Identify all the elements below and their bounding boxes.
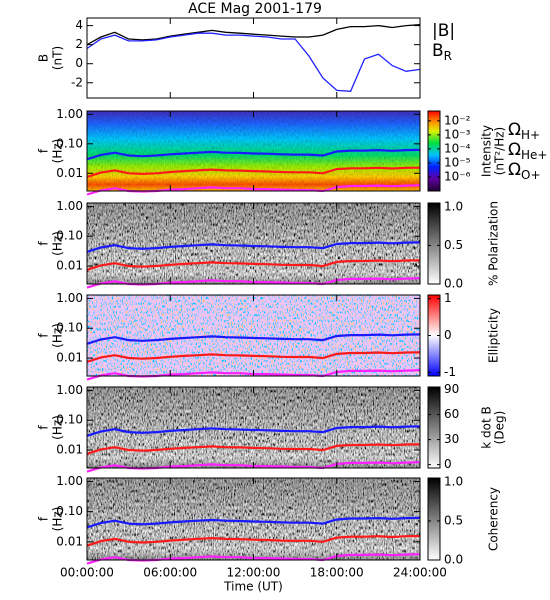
colorbar: [427, 110, 441, 192]
x-axis-label: Time (UT): [223, 580, 283, 594]
plot-frame: [86, 17, 421, 99]
y-tick-label: 0.10: [56, 229, 83, 243]
colorbar: [427, 386, 441, 469]
legend-subscript: H+: [521, 128, 540, 142]
colorbar-label: (nT²/Hz): [493, 127, 507, 175]
chart-title: ACE Mag 2001-179: [188, 1, 322, 17]
series-line: [86, 148, 421, 161]
colorbar-label: % Polarization: [487, 201, 501, 286]
colorbar-label: Intensity: [480, 125, 494, 177]
y-tick-label: 0: [75, 56, 83, 70]
colorbar-tick-label: 0.5: [444, 238, 463, 252]
colorbar-tick-label: 0.0: [444, 553, 463, 567]
colorbar-tick-label: 90: [444, 382, 459, 396]
y-axis-label: f: [37, 333, 51, 338]
y-tick-label: 0.01: [56, 166, 83, 180]
y-axis-label: (Hz): [51, 507, 65, 532]
colorbar-tick-label: 10⁻³: [444, 127, 471, 141]
y-axis-label: f: [37, 241, 51, 246]
y-tick-label: 0.01: [56, 259, 83, 273]
y-tick-label: 0.10: [56, 321, 83, 335]
y-tick-label: 1.00: [56, 199, 83, 213]
colorbar-tick-label: -1: [444, 365, 456, 379]
legend-entry: ΩO+: [508, 160, 541, 182]
colorbar: [427, 477, 441, 561]
legend-subscript: R: [444, 49, 452, 63]
y-axis-label: (Hz): [51, 323, 65, 348]
colorbar-label: Coherency: [487, 487, 501, 551]
colorbar-label: Ellipticity: [487, 308, 501, 363]
legend-name: Ω: [508, 160, 521, 180]
colorbar-tick-label: 10⁻⁶: [444, 169, 471, 183]
series-line: [86, 259, 421, 271]
series-line: [86, 425, 421, 437]
series-line: [86, 535, 421, 547]
colorbar-tick-label: 10⁻²: [444, 113, 471, 127]
colorbar-tick-label: 10⁻⁴: [444, 141, 471, 155]
y-tick-label: 0.10: [56, 413, 83, 427]
legend-name: |B|: [432, 21, 455, 41]
legend-entry: BR: [432, 41, 452, 63]
y-axis-label: B: [37, 54, 51, 62]
y-axis-label: (Hz): [51, 231, 65, 256]
legend-entry: ΩHe+: [508, 140, 547, 162]
colorbar-tick-label: 0: [444, 328, 452, 342]
y-axis-label: f: [37, 425, 51, 430]
colorbar-tick-label: 30: [444, 432, 459, 446]
series-line: [86, 443, 421, 455]
y-tick-label: 1.00: [56, 383, 83, 397]
legend-subscript: He+: [521, 148, 547, 162]
x-tick-label: 12:00:00: [227, 566, 281, 580]
y-tick-label: 1.00: [56, 291, 83, 305]
y-axis-label: f: [37, 148, 51, 153]
series-line: [86, 516, 421, 529]
y-tick-label: 0.01: [56, 351, 83, 365]
colorbar-tick-label: 0: [444, 457, 452, 471]
series-line: [86, 166, 421, 178]
y-tick-label: -2: [71, 75, 83, 89]
x-tick-label: 06:00:00: [143, 566, 197, 580]
y-tick-label: 0.10: [56, 136, 83, 150]
series-line: [86, 351, 421, 363]
colorbar-tick-label: 1.0: [444, 199, 463, 213]
y-tick-label: 0.10: [56, 504, 83, 518]
legend-subscript: O+: [521, 168, 541, 182]
y-tick-label: 2: [75, 37, 83, 51]
colorbar-tick-label: 60: [444, 407, 459, 421]
legend-name: Ω: [508, 140, 521, 160]
y-tick-label: 4: [75, 18, 83, 32]
y-tick-label: 1.00: [56, 474, 83, 488]
series-line: [86, 24, 421, 46]
y-axis-label: (Hz): [51, 139, 65, 164]
series-line: [86, 32, 421, 92]
legend-name: B: [432, 41, 444, 61]
x-tick-label: 18:00:00: [310, 566, 364, 580]
series-line: [86, 333, 421, 345]
legend-entry: ΩH+: [508, 120, 540, 142]
y-tick-label: 0.01: [56, 534, 83, 548]
y-tick-label: 0.01: [56, 443, 83, 457]
legend-name: Ω: [508, 120, 521, 140]
y-axis-label: f: [37, 516, 51, 521]
colorbar-tick-label: 10⁻⁵: [444, 155, 471, 169]
colorbar-label: (Deg): [493, 411, 507, 445]
y-tick-label: 1.00: [56, 107, 83, 121]
colorbar: [427, 202, 441, 285]
y-axis-label: (nT): [51, 46, 65, 70]
x-tick-label: 00:00:00: [60, 566, 114, 580]
colorbar-tick-label: 0.5: [444, 513, 463, 527]
x-tick-label: 24:00:00: [393, 566, 447, 580]
colorbar-tick-label: 1: [444, 291, 452, 305]
y-axis-label: (Hz): [51, 415, 65, 440]
colorbar-tick-label: 0.0: [444, 277, 463, 291]
colorbar-tick-label: 1.0: [444, 474, 463, 488]
legend-entry: |B|: [432, 21, 455, 41]
colorbar-label: k dot B: [480, 406, 494, 448]
series-line: [86, 241, 421, 253]
